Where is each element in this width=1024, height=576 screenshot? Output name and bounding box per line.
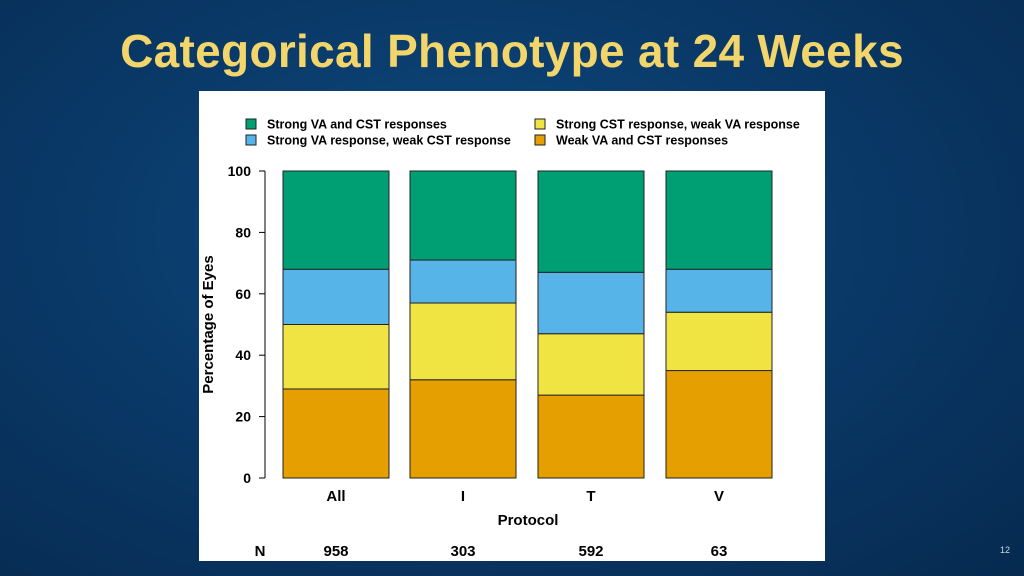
legend-swatch bbox=[534, 118, 546, 130]
bar-segment bbox=[537, 271, 645, 335]
y-tick-label: 0 bbox=[243, 470, 251, 486]
n-value-label: 958 bbox=[323, 543, 348, 560]
bar-segment bbox=[537, 333, 645, 396]
bar-segment bbox=[282, 388, 390, 479]
bar-segment bbox=[409, 170, 517, 261]
legend-swatch bbox=[245, 134, 257, 146]
y-tick-label: 100 bbox=[228, 163, 252, 179]
bar-segment bbox=[665, 311, 773, 372]
x-tick-label: All bbox=[326, 488, 345, 505]
y-tick-label: 40 bbox=[235, 347, 251, 363]
x-tick-label: V bbox=[714, 488, 724, 505]
y-tick-label: 80 bbox=[235, 224, 251, 240]
legend-label: Strong VA response, weak CST response bbox=[267, 134, 511, 148]
bar-segment bbox=[409, 302, 517, 381]
bar-segment bbox=[282, 268, 390, 326]
x-tick-label: I bbox=[461, 488, 465, 505]
bar-segment bbox=[409, 259, 517, 304]
bar-segment bbox=[409, 379, 517, 479]
bar-segment bbox=[282, 170, 390, 270]
legend-label: Weak VA and CST responses bbox=[556, 134, 728, 148]
legend-label: Strong CST response, weak VA response bbox=[556, 118, 800, 132]
slide-title: Categorical Phenotype at 24 Weeks bbox=[120, 25, 904, 77]
n-value-label: 303 bbox=[450, 543, 475, 560]
chart-panel: 0 20 40 60 80 100 Percentage of Eyes All 958 I 303… bbox=[199, 91, 825, 561]
y-axis-title: Percentage of Eyes bbox=[200, 255, 217, 393]
page-number: 12 bbox=[999, 545, 1010, 555]
bar-segment bbox=[665, 268, 773, 313]
bar-segment bbox=[665, 170, 773, 270]
x-tick-label: T bbox=[586, 488, 595, 505]
legend-label: Strong VA and CST responses bbox=[267, 118, 447, 132]
n-row-label: N bbox=[255, 543, 266, 560]
n-value-label: 63 bbox=[711, 543, 728, 560]
y-tick-label: 60 bbox=[235, 286, 251, 302]
n-value-label: 592 bbox=[578, 543, 603, 560]
legend-swatch bbox=[534, 134, 546, 146]
bar-segment bbox=[282, 324, 390, 390]
bar-segment bbox=[537, 394, 645, 479]
stacked-bar-chart: 0 20 40 60 80 100 Percentage of Eyes All 958 I 303… bbox=[200, 118, 800, 561]
bar-segment bbox=[665, 370, 773, 479]
bar-segment bbox=[537, 170, 645, 273]
y-tick-label: 20 bbox=[235, 409, 251, 425]
x-axis-title: Protocol bbox=[498, 512, 559, 529]
legend-swatch bbox=[245, 118, 257, 130]
